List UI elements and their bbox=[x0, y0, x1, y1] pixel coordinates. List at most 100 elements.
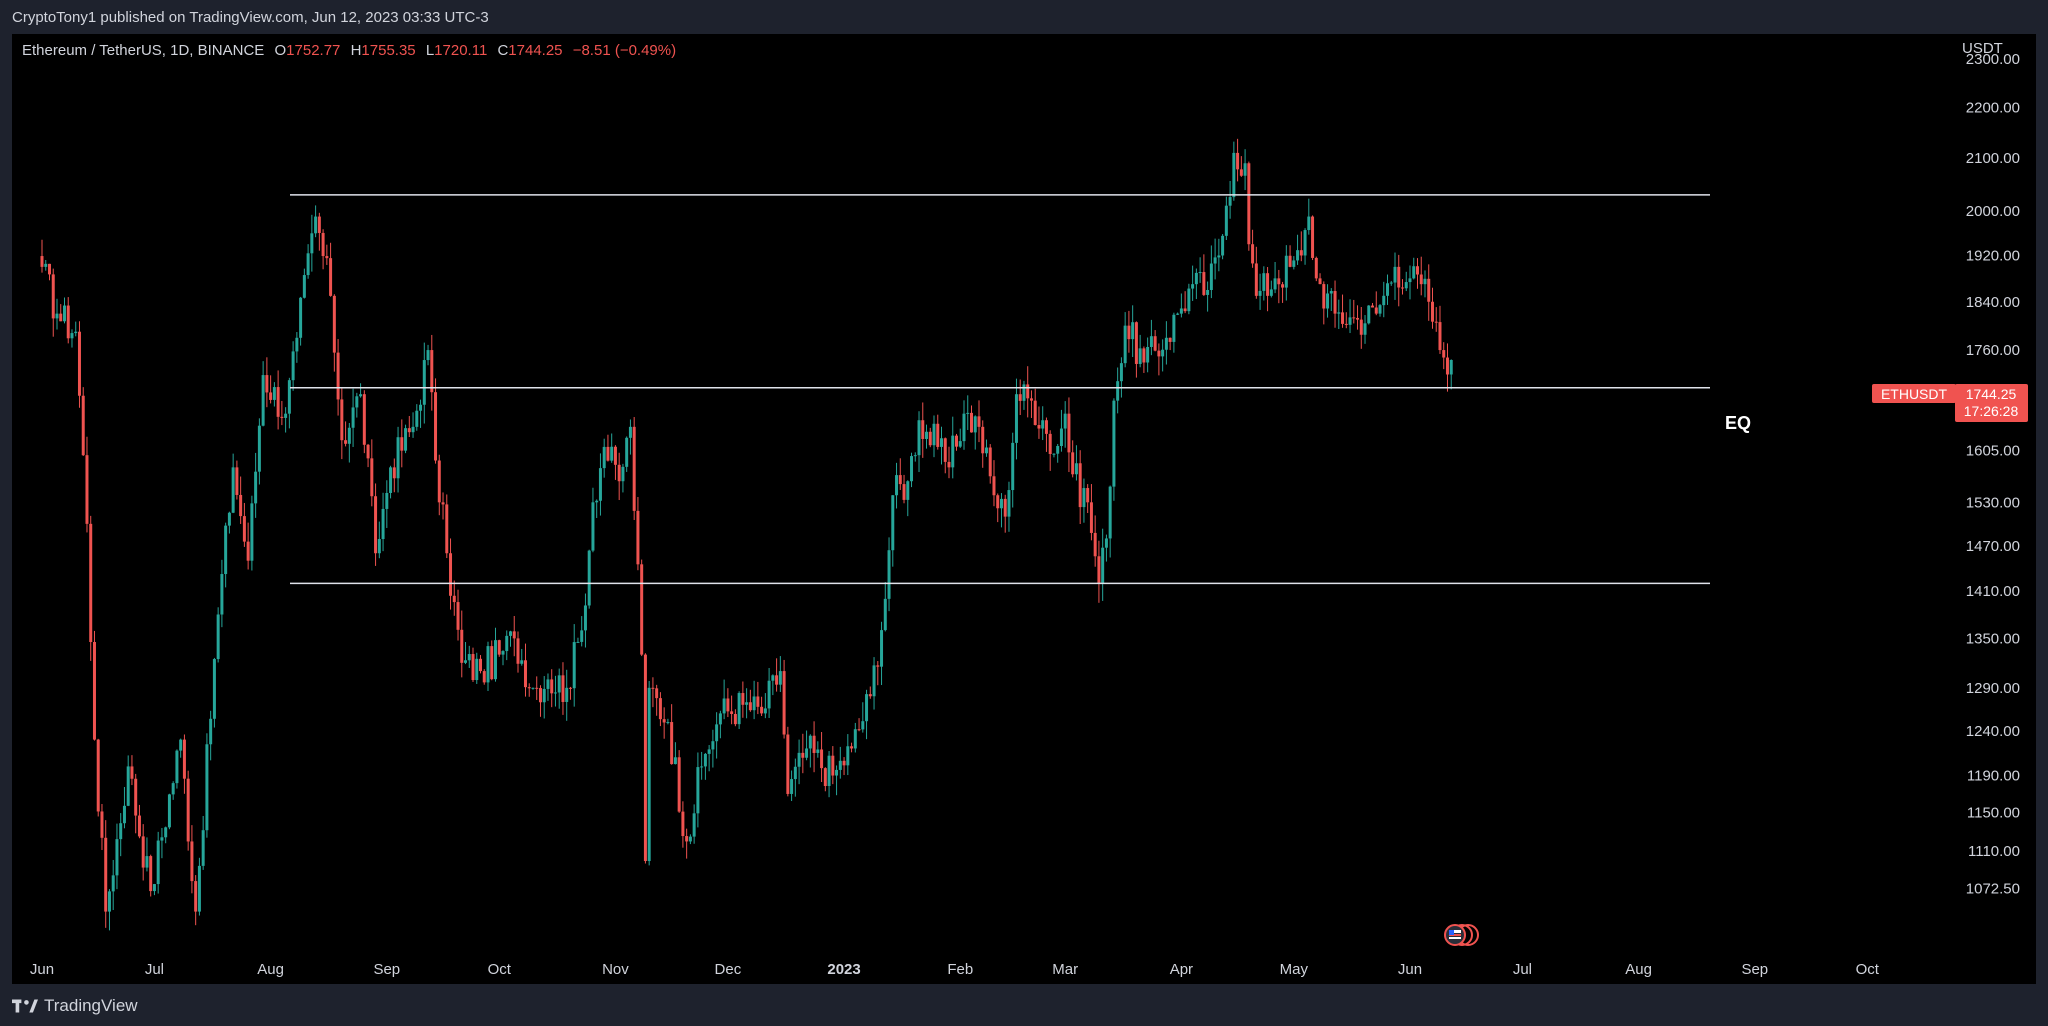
candle bbox=[370, 439, 374, 507]
flag-icon[interactable] bbox=[1444, 924, 1479, 946]
candle bbox=[928, 427, 932, 448]
candle bbox=[966, 395, 970, 431]
candle bbox=[1101, 528, 1105, 601]
candle bbox=[437, 454, 441, 516]
candle bbox=[227, 511, 231, 534]
candle bbox=[1333, 280, 1337, 328]
candle bbox=[538, 685, 542, 717]
candle bbox=[122, 787, 126, 829]
candle bbox=[835, 765, 839, 796]
candle bbox=[954, 433, 958, 451]
candle bbox=[868, 686, 872, 699]
candle bbox=[1011, 432, 1015, 508]
candle bbox=[1086, 484, 1090, 513]
candle bbox=[1356, 305, 1360, 330]
candle bbox=[805, 730, 809, 761]
open-value: 1752.77 bbox=[286, 42, 341, 59]
candle bbox=[778, 656, 782, 692]
tradingview-logo[interactable]: TradingView bbox=[12, 996, 138, 1016]
candle bbox=[745, 688, 749, 719]
candle bbox=[1007, 481, 1011, 532]
candle bbox=[96, 738, 100, 817]
candle bbox=[846, 734, 850, 776]
candle bbox=[823, 767, 827, 792]
candle bbox=[107, 889, 111, 931]
candle bbox=[681, 801, 685, 848]
candle bbox=[715, 712, 719, 759]
candle bbox=[598, 453, 602, 516]
candle bbox=[940, 426, 944, 465]
price-tick-label: 1240.00 bbox=[1966, 723, 2020, 740]
price-tick-label: 1530.00 bbox=[1966, 494, 2020, 511]
candle bbox=[1228, 180, 1232, 219]
candle bbox=[119, 813, 123, 857]
candle bbox=[700, 751, 704, 780]
candle bbox=[1198, 257, 1202, 283]
candle bbox=[302, 268, 306, 299]
candle bbox=[287, 377, 291, 429]
candle bbox=[1116, 367, 1120, 414]
candle bbox=[441, 492, 445, 520]
chart-area[interactable] bbox=[12, 34, 2036, 984]
candle bbox=[756, 681, 760, 715]
candle bbox=[512, 615, 516, 657]
candle bbox=[775, 658, 779, 692]
candle bbox=[1393, 252, 1397, 300]
candle bbox=[1153, 330, 1157, 352]
horizontal-lines bbox=[290, 194, 1710, 585]
candle bbox=[149, 854, 153, 897]
candle bbox=[1003, 494, 1007, 533]
candle bbox=[220, 559, 224, 628]
time-tick-label: Dec bbox=[715, 961, 742, 978]
candle bbox=[340, 387, 344, 460]
candle bbox=[467, 645, 471, 668]
candle bbox=[1221, 234, 1225, 260]
candle bbox=[164, 826, 168, 844]
candle bbox=[572, 624, 576, 707]
candle bbox=[523, 643, 527, 697]
candle bbox=[194, 875, 198, 926]
candle bbox=[606, 434, 610, 462]
published-bar: CryptoTony1 published on TradingView.com… bbox=[0, 0, 2048, 34]
price-chart[interactable]: 2300.00 2200.00 2100.00 2000.00 1920.00 1840.… bbox=[0, 0, 2048, 984]
candle bbox=[741, 681, 745, 718]
candle bbox=[748, 689, 752, 712]
candle bbox=[1217, 238, 1221, 272]
candle bbox=[396, 426, 400, 493]
candle bbox=[790, 770, 794, 802]
candle bbox=[1104, 534, 1108, 562]
candle bbox=[1209, 245, 1213, 299]
candle bbox=[85, 436, 89, 533]
candle bbox=[580, 616, 584, 647]
candle bbox=[913, 452, 917, 462]
candle bbox=[1202, 254, 1206, 297]
time-tick-label: Oct bbox=[1856, 961, 1880, 978]
candle bbox=[1026, 366, 1030, 418]
candle bbox=[595, 499, 599, 518]
candle bbox=[1262, 266, 1266, 301]
time-tick-label: Mar bbox=[1052, 961, 1078, 978]
currency-label[interactable]: USDT bbox=[1962, 40, 2003, 57]
candle bbox=[400, 419, 404, 468]
time-tick-label: 2023 bbox=[827, 961, 860, 978]
candle bbox=[996, 493, 1000, 523]
candle bbox=[1408, 265, 1412, 300]
candle bbox=[1213, 238, 1217, 280]
symbol-legend: Ethereum / TetherUS, 1D, BINANCE O1752.7… bbox=[22, 42, 676, 59]
low-value: 1720.11 bbox=[434, 42, 488, 59]
price-tag-countdown: 17:26:28 bbox=[1964, 403, 2019, 419]
candle bbox=[628, 419, 632, 455]
candle bbox=[505, 630, 509, 661]
candle bbox=[355, 392, 359, 418]
candle bbox=[1033, 388, 1037, 426]
candle bbox=[1288, 245, 1292, 268]
candle bbox=[452, 580, 456, 616]
time-tick-label: Jul bbox=[145, 961, 164, 978]
candle bbox=[310, 214, 314, 272]
candle bbox=[1415, 258, 1419, 289]
time-tick-label: Aug bbox=[1625, 961, 1652, 978]
candle bbox=[1397, 254, 1401, 307]
eq-label: EQ bbox=[1725, 413, 1751, 433]
close-value: 1744.25 bbox=[508, 42, 563, 59]
candle bbox=[688, 834, 692, 845]
